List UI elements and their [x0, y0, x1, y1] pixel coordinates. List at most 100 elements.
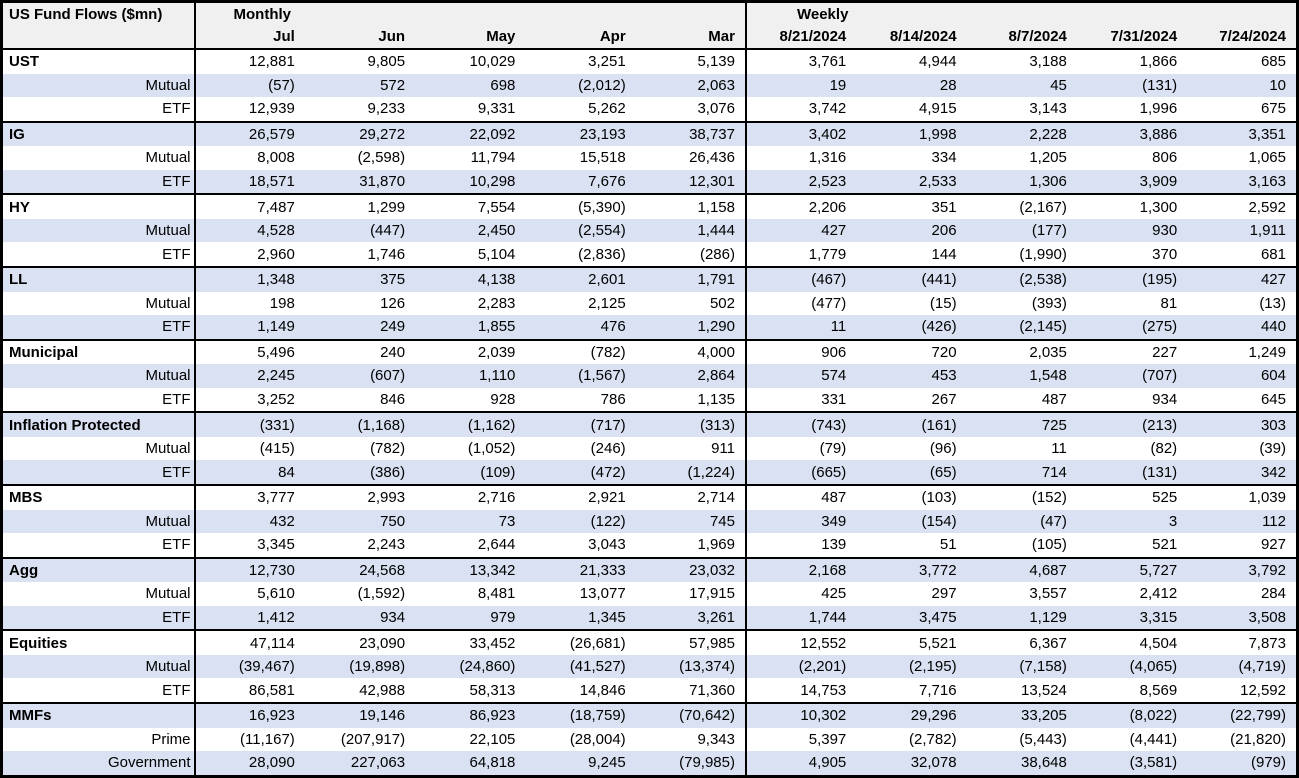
cell: 17,915	[689, 585, 735, 603]
cell: 685	[1187, 48, 1298, 74]
column-header: 8/7/2024	[966, 25, 1077, 50]
cell: 71,360	[689, 681, 735, 699]
cell: (213)	[1076, 411, 1188, 437]
cell: 745	[635, 509, 746, 533]
cell: 3,351	[1187, 120, 1298, 147]
cell: 19	[744, 73, 857, 97]
cell: (1,224)	[635, 460, 746, 485]
cell: 1,345	[525, 605, 636, 631]
cell: 331	[744, 387, 857, 413]
cell: 750	[304, 509, 416, 533]
cell: 26,579	[193, 120, 305, 147]
column-header: 8/21/2024	[744, 25, 857, 50]
cell: 3,886	[1076, 120, 1188, 147]
cell: 1,779	[744, 242, 857, 267]
cell: 267	[931, 390, 957, 408]
cell: (18,759)	[525, 701, 636, 728]
cell: 2,993	[304, 483, 416, 510]
cell: 1,744	[744, 605, 857, 631]
row-label: Mutual	[1, 218, 195, 243]
cell: (82)	[1150, 440, 1178, 458]
cell: (286)	[699, 245, 735, 263]
cell: 3,777	[193, 483, 305, 510]
cell: 3,475	[856, 605, 967, 631]
table-row: Mutual 5,610 (1,592) 8,481 13,077 17,915 425 29…	[2, 582, 1298, 606]
cell: 1,290	[635, 314, 746, 340]
cell: (21,820)	[1230, 730, 1286, 748]
table-body: UST 12,881 9,805 10,029 3,251 5,139 3,761 4,944…	[1, 48, 1298, 777]
cell: (2,598)	[357, 149, 406, 167]
cell: 1,998	[856, 120, 967, 147]
cell: 4,138	[415, 265, 526, 292]
row-label: Mutual	[145, 440, 191, 458]
cell: (79)	[744, 436, 857, 461]
cell: (24,860)	[415, 654, 526, 679]
cell: 645	[1260, 390, 1286, 408]
cell: 8,569	[1139, 681, 1178, 699]
table-row: Mutual 8,008 (2,598) 11,794 15,518 26,436 1,31…	[2, 146, 1298, 170]
cell: (109)	[415, 460, 526, 485]
cell: 139	[744, 532, 857, 558]
cell: 1,866	[1076, 48, 1188, 74]
cell: (275)	[1076, 314, 1188, 340]
cell: 5,496	[193, 338, 305, 365]
cell: 8,008	[193, 146, 305, 170]
cell: (154)	[856, 509, 967, 533]
row-label: ETF	[162, 536, 191, 554]
cell: 7,554	[415, 193, 526, 219]
cell: (743)	[744, 411, 857, 437]
table-row: LL 1,348 375 4,138 2,601 1,791 (467) (441) (2,53…	[1, 265, 1298, 292]
cell: 928	[490, 390, 516, 408]
cell: 3,792	[1187, 556, 1298, 583]
table-row: Inflation Protected (331) (1,168) (1,162) (7…	[1, 411, 1298, 437]
cell: 906	[744, 338, 857, 365]
cell: 375	[304, 265, 416, 292]
cell: 487	[744, 483, 857, 510]
column-header: Jun	[304, 25, 416, 50]
column-header: 7/31/2024	[1076, 25, 1188, 50]
cell: 574	[744, 364, 857, 388]
table-row: IG 26,579 29,272 22,092 23,193 38,737 3,402 1,9…	[1, 120, 1298, 147]
cell: 4,905	[744, 750, 857, 777]
cell: (4,065)	[1076, 654, 1188, 679]
cell: (13,374)	[635, 654, 746, 679]
table-row: ETF 86,581 42,988 58,313 14,846 71,360 14,753 7…	[2, 678, 1298, 703]
table-row: ETF 3,252 846 928 786 1,135 331 267 487 934 645	[2, 387, 1298, 413]
section-header-row: US Fund Flows ($mn) Monthly Weekly	[1, 1, 1298, 50]
cell: (313)	[635, 411, 746, 437]
cell: 4,528	[193, 218, 305, 243]
row-label: ETF	[162, 100, 191, 118]
cell: (57)	[193, 73, 305, 97]
cell: 5,727	[1076, 556, 1188, 583]
cell: (161)	[856, 411, 967, 437]
cell: 4,000	[635, 338, 746, 365]
cell: 2,243	[367, 536, 406, 554]
row-label: Mutual	[1, 73, 195, 97]
cell: 23,090	[304, 629, 416, 655]
cell: 3,143	[1029, 100, 1067, 118]
table-row: ETF 18,571 31,870 10,298 7,676 12,301 2,523 2,5…	[1, 169, 1298, 195]
cell: (22,799)	[1187, 701, 1298, 728]
cell: 2,412	[1139, 585, 1178, 603]
cell: 81	[1160, 294, 1178, 312]
row-label: ETF	[1, 605, 195, 631]
cell: (979)	[1187, 750, 1298, 777]
cell: 927	[1260, 536, 1286, 554]
cell: (41,527)	[525, 654, 636, 679]
cell: 2,228	[966, 120, 1077, 147]
cell: 126	[380, 294, 406, 312]
table-row: Municipal 5,496 240 2,039 (782) 4,000 906 720 2,…	[1, 338, 1298, 365]
cell: (70,642)	[635, 701, 746, 728]
cell: 28,090	[193, 750, 305, 777]
cell: 3,163	[1187, 169, 1298, 195]
cell: 1,444	[635, 218, 746, 243]
cell: 7,487	[193, 193, 305, 219]
row-label: MBS	[1, 483, 195, 510]
cell: 4,504	[1076, 629, 1188, 655]
cell: 2,168	[744, 556, 857, 583]
cell: 1,996	[1139, 100, 1178, 118]
cell: 525	[1076, 483, 1188, 510]
cell: (152)	[966, 483, 1077, 510]
cell: (2,201)	[744, 654, 857, 679]
